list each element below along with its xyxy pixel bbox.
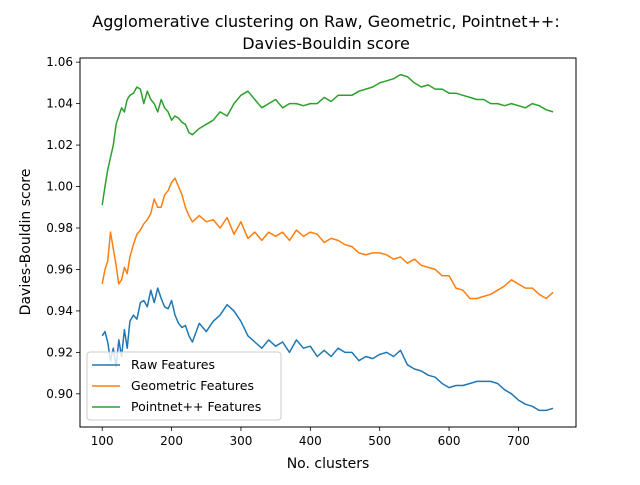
x-tick-label: 600	[438, 434, 461, 448]
x-tick-label: 200	[160, 434, 183, 448]
legend-box	[86, 351, 282, 421]
legend: Raw Features Geometric Features Pointnet…	[86, 351, 282, 421]
x-tick-label: 300	[229, 434, 252, 448]
x-axis-label: No. clusters	[287, 456, 370, 472]
legend-label-raw: Raw Features	[131, 357, 215, 372]
x-tick-label: 700	[507, 434, 530, 448]
axis-ticks: 100 200 300 400 500 600 700 0.90 0.92 0.94 0.96 0.9…	[46, 55, 530, 448]
legend-label-geometric: Geometric Features	[131, 378, 254, 393]
y-tick-label: 1.06	[46, 55, 73, 69]
y-tick-label: 1.00	[46, 180, 73, 194]
y-tick-label: 1.02	[46, 138, 73, 152]
chart-title-line-1: Agglomerative clustering on Raw, Geometr…	[92, 12, 559, 31]
plot-area-frame	[79, 57, 577, 428]
y-tick-label: 0.96	[46, 262, 73, 276]
series-line-2	[101, 73, 554, 206]
y-tick-label: 0.92	[46, 345, 73, 359]
series-line-1	[101, 177, 554, 300]
plot-lines	[101, 73, 554, 412]
x-tick-label: 400	[299, 434, 322, 448]
series-line-0	[101, 287, 554, 412]
y-axis-label: Davies-Bouldin score	[18, 169, 34, 316]
y-tick-label: 0.94	[46, 304, 73, 318]
x-tick-label: 100	[91, 434, 114, 448]
y-tick-label: 0.90	[46, 387, 73, 401]
y-tick-label: 0.98	[46, 221, 73, 235]
y-tick-label: 1.04	[46, 97, 73, 111]
legend-label-pointnet: Pointnet++ Features	[131, 399, 261, 414]
chart-title-line-2: Davies-Bouldin score	[242, 34, 410, 53]
x-tick-label: 500	[368, 434, 391, 448]
